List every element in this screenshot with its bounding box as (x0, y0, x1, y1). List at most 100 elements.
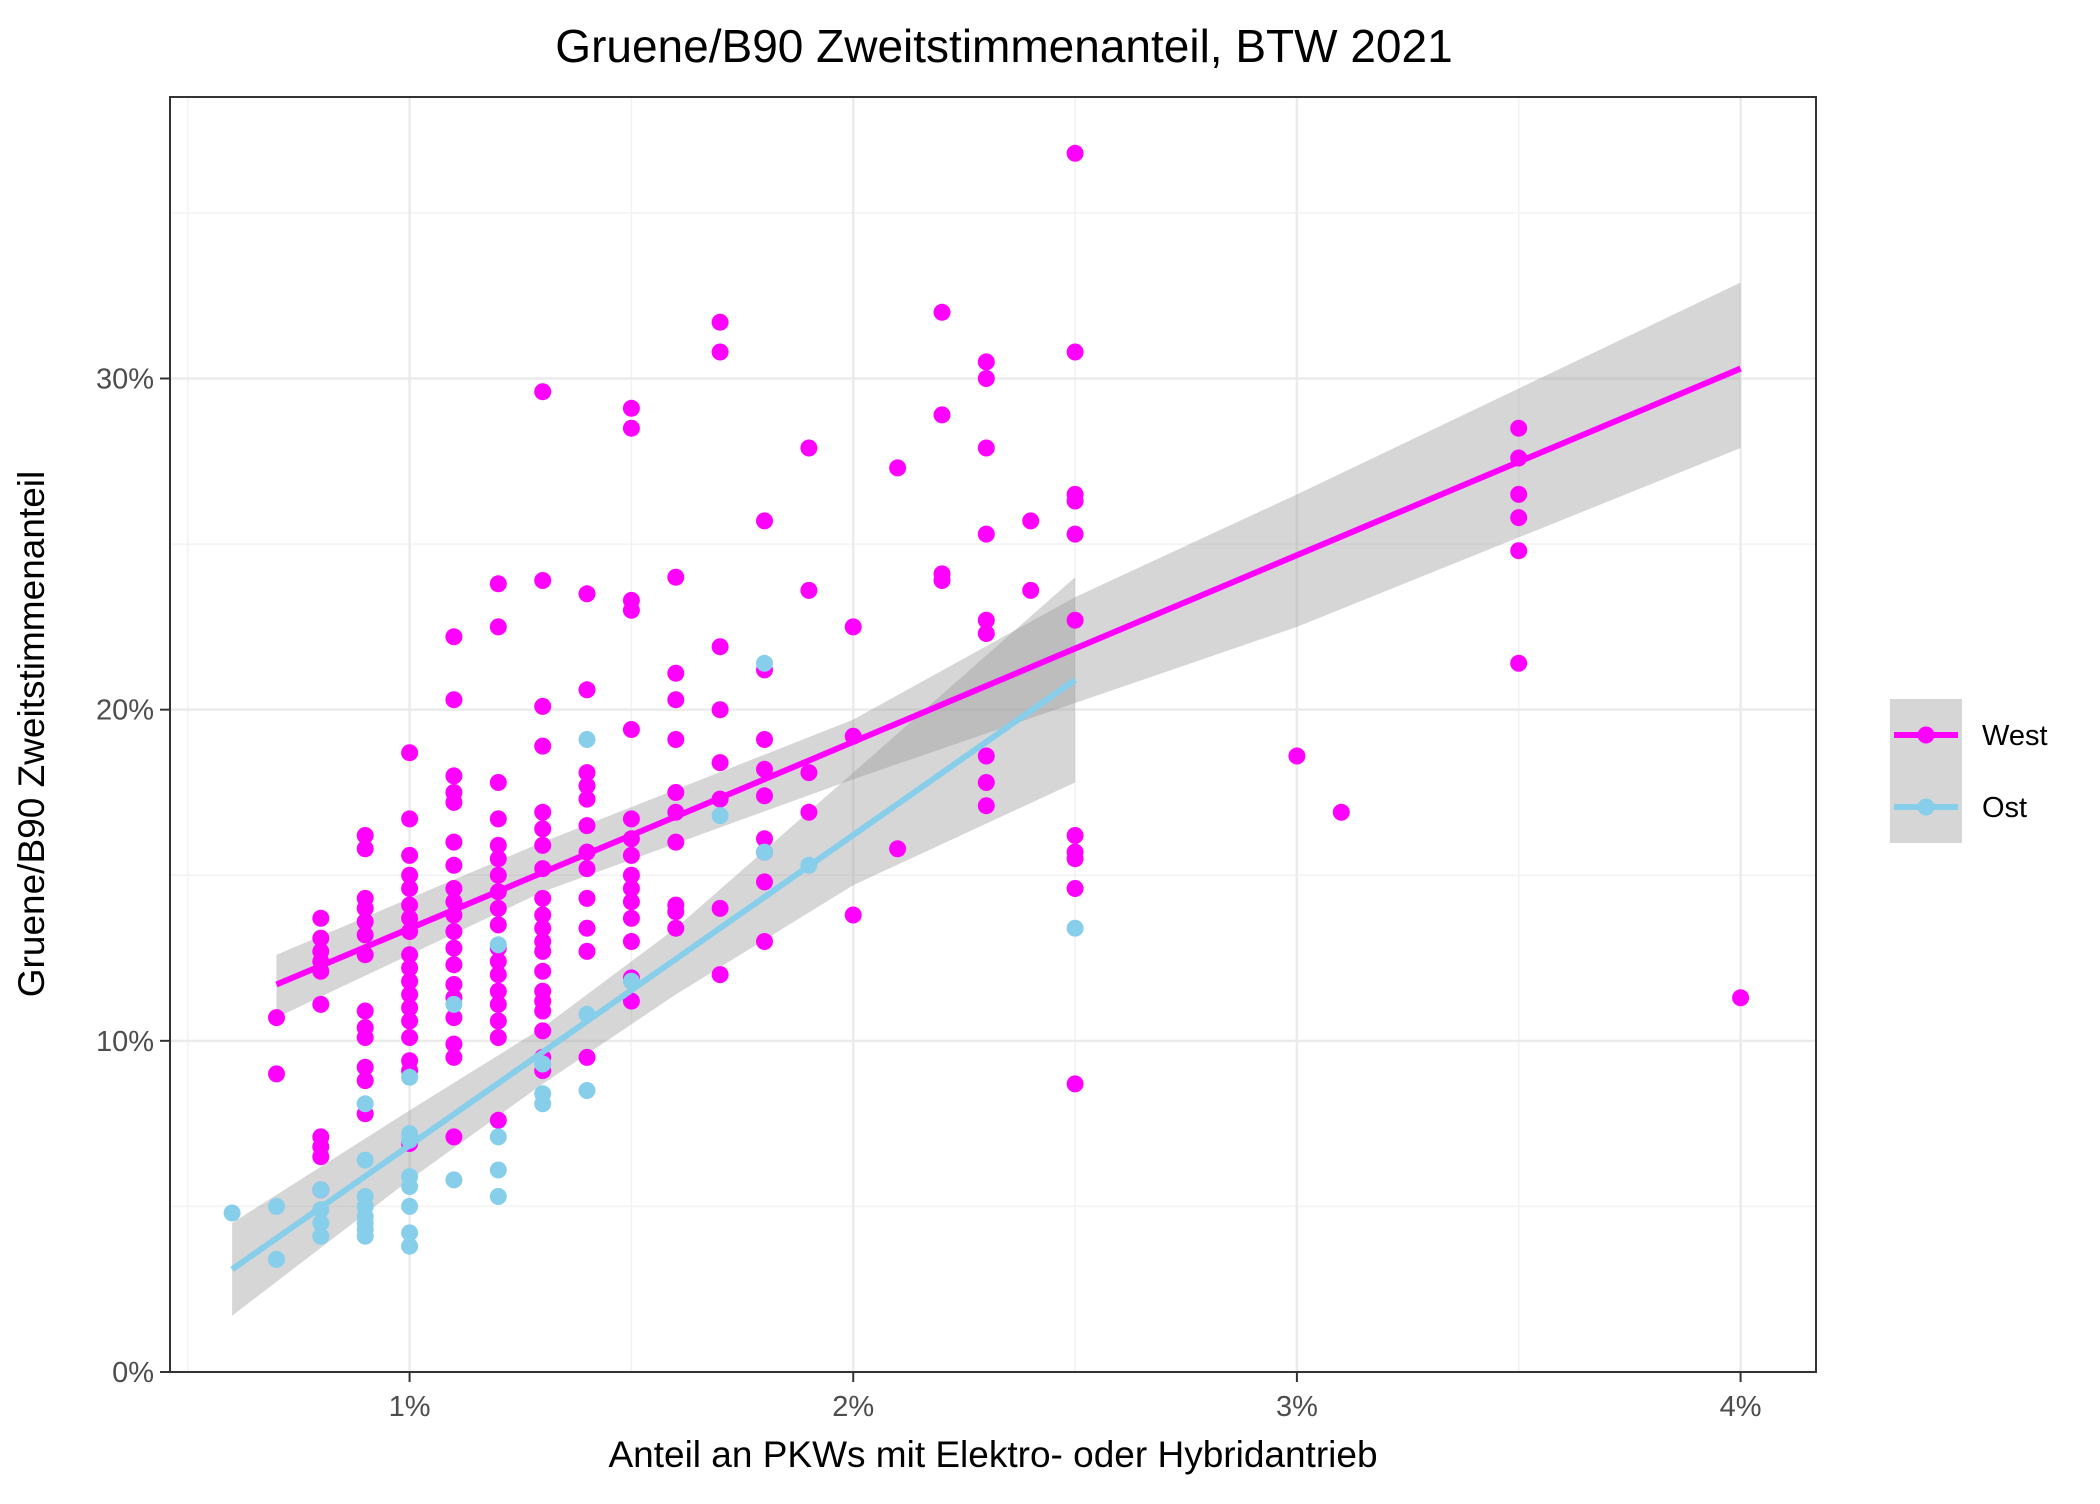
data-point-west (622, 419, 640, 437)
data-point-west (534, 919, 552, 937)
data-point-west (622, 992, 640, 1010)
data-point-west (667, 568, 685, 586)
data-point-west (578, 585, 596, 603)
data-point-west (489, 1111, 507, 1129)
data-point-west (578, 942, 596, 960)
data-point-west (977, 353, 995, 371)
data-point-west (933, 303, 951, 321)
data-point-west (933, 572, 951, 589)
data-point-ost (356, 1227, 374, 1245)
data-point-west (489, 866, 507, 884)
legend: West Ost (1890, 699, 2048, 843)
data-point-west (445, 856, 463, 874)
data-point-west (578, 1048, 596, 1066)
data-point-west (756, 731, 773, 748)
data-point-west (578, 919, 596, 937)
data-point-west (356, 827, 374, 844)
data-point-west (356, 840, 374, 858)
data-point-west (844, 906, 862, 924)
data-point-ost (489, 1128, 507, 1146)
data-point-west (445, 793, 463, 811)
data-point-ost (711, 807, 729, 825)
data-point-west (534, 942, 552, 960)
data-point-west (578, 777, 596, 795)
data-point-west (312, 909, 330, 927)
y-axis-title: Gruene/B90 Zweitstimmenanteil (11, 471, 52, 997)
data-point-west (534, 889, 552, 907)
data-point-ost (1066, 919, 1084, 937)
data-point-west (445, 976, 463, 993)
data-point-west (1510, 419, 1528, 437)
data-point-west (401, 986, 419, 1003)
data-point-ost (401, 1197, 419, 1215)
data-point-west (1022, 581, 1040, 599)
data-point-west (977, 611, 995, 629)
data-point-west (1510, 509, 1528, 527)
legend-point-ost (1917, 798, 1935, 816)
data-point-west (711, 313, 729, 331)
data-point-west (1022, 512, 1040, 530)
data-point-west (977, 370, 995, 387)
data-point-west (977, 797, 995, 815)
data-point-west (1066, 1075, 1084, 1093)
confidence-band-ost (232, 577, 1076, 1316)
data-point-ost (489, 1161, 507, 1179)
data-point-west (489, 966, 507, 984)
data-point-ost (534, 1055, 552, 1073)
data-point-west (534, 906, 552, 924)
data-point-west (667, 784, 685, 801)
data-point-west (1510, 654, 1528, 672)
data-point-west (489, 810, 507, 828)
data-point-ost (489, 1188, 507, 1205)
data-point-west (1066, 850, 1084, 868)
data-point-west (534, 697, 552, 715)
data-point-ost (578, 731, 596, 748)
data-point-west (800, 581, 818, 599)
x-tick-label: 3% (1276, 1391, 1318, 1423)
data-point-west (445, 923, 463, 940)
data-point-west (756, 512, 773, 530)
data-point-west (622, 933, 640, 950)
data-point-west (1732, 989, 1750, 1007)
data-point-west (578, 889, 596, 907)
data-point-west (622, 909, 640, 927)
data-point-west (534, 962, 552, 980)
data-point-west (933, 406, 951, 424)
data-point-west (489, 899, 507, 917)
data-point-west (1066, 827, 1084, 844)
data-point-west (445, 767, 463, 785)
data-point-west (756, 933, 773, 950)
data-point-west (489, 1012, 507, 1030)
regression-lines (230, 365, 1742, 1272)
data-point-west (1066, 144, 1084, 162)
data-point-west (356, 1002, 374, 1020)
data-point-west (445, 691, 463, 709)
data-point-west (711, 638, 729, 656)
data-point-west (1066, 343, 1084, 361)
data-point-west (489, 836, 507, 854)
data-point-west (667, 919, 685, 937)
data-point-ost (223, 1204, 241, 1222)
data-point-west (401, 866, 419, 884)
data-point-west (977, 625, 995, 642)
data-point-west (844, 618, 862, 636)
data-point-west (622, 846, 640, 864)
data-point-west (756, 873, 773, 891)
legend-label-west: West (1982, 720, 2048, 752)
data-point-west (889, 840, 907, 858)
y-axis: 0% 10% 20% 30% (96, 363, 170, 1389)
data-point-west (489, 850, 507, 868)
x-axis: 1% 2% 3% 4% (389, 1372, 1762, 1423)
data-point-west (622, 893, 640, 911)
data-point-west (800, 764, 818, 782)
confidence-band-west (276, 282, 1741, 1018)
data-point-west (977, 439, 995, 457)
data-point-west (667, 833, 685, 851)
x-tick-label: 1% (389, 1391, 431, 1423)
y-tick-label: 20% (96, 695, 154, 727)
data-point-ost (312, 1181, 330, 1199)
data-point-west (578, 764, 596, 782)
data-point-west (312, 995, 330, 1013)
